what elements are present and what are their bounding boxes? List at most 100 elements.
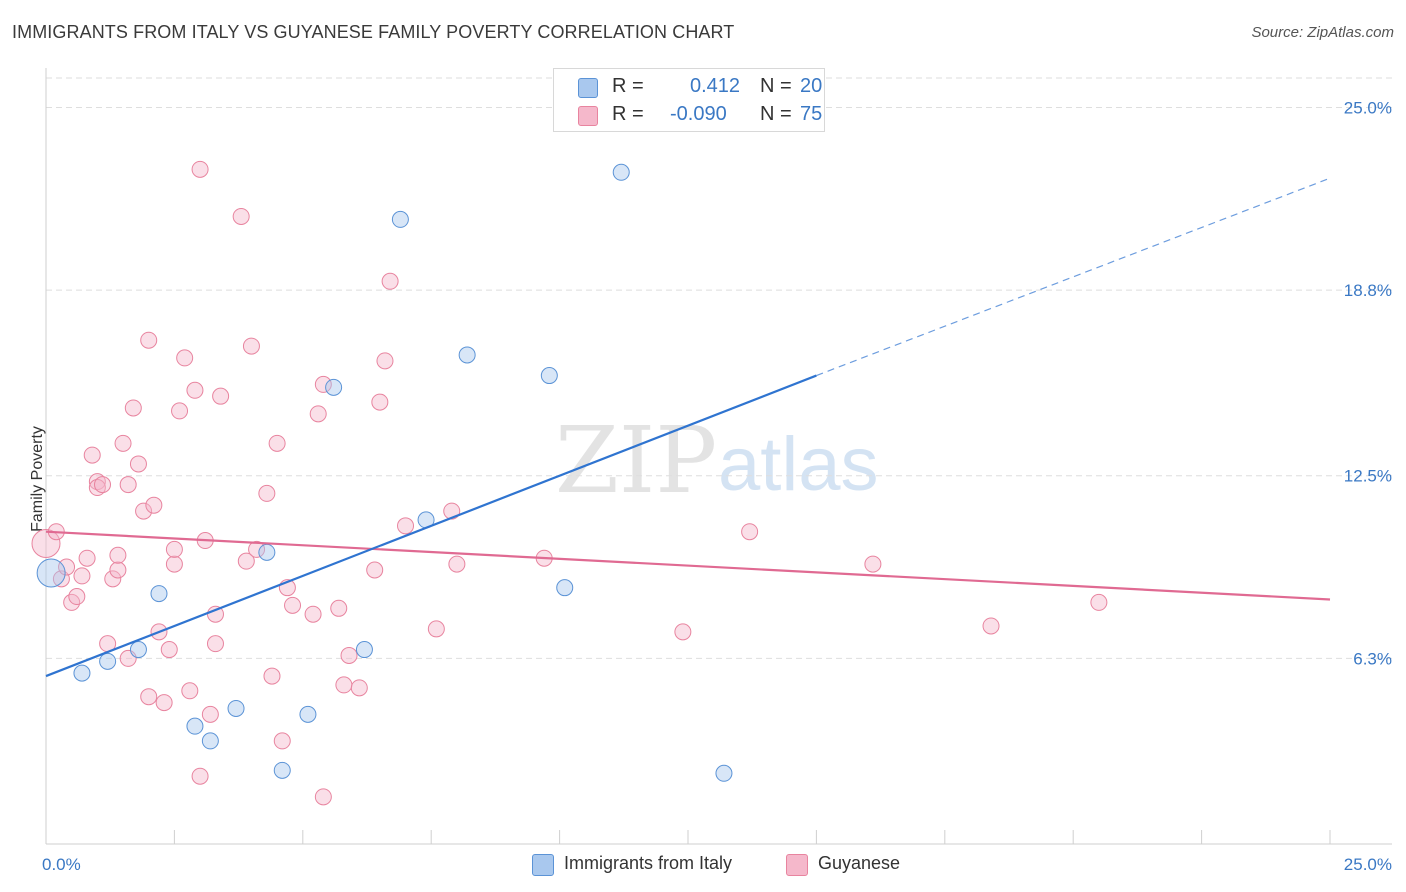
guyanese-point	[165, 555, 183, 573]
guyanese-point	[88, 473, 106, 491]
guyanese-point	[31, 528, 61, 558]
italy-point	[150, 585, 168, 603]
source-label: Source: ZipAtlas.com	[1251, 24, 1394, 41]
guyanese-point	[206, 635, 224, 653]
guyanese-point	[268, 434, 286, 452]
guyanese-point	[982, 617, 1000, 635]
legend-n-label: N =	[760, 103, 792, 125]
italy-point	[129, 641, 147, 659]
guyanese-point	[376, 352, 394, 370]
guyanese-point	[263, 667, 281, 685]
series-swatch-guyanese	[786, 854, 808, 876]
legend-swatch-guyanese	[578, 106, 598, 126]
guyanese-point	[155, 694, 173, 712]
guyanese-points	[31, 160, 1108, 806]
guyanese-point	[258, 484, 276, 502]
series-legend: Immigrants from Italy Guyanese	[0, 852, 1406, 878]
guyanese-point	[741, 523, 759, 541]
guyanese-point	[340, 646, 358, 664]
guyanese-point	[140, 331, 158, 349]
series-label-italy: Immigrants from Italy	[564, 853, 733, 873]
guyanese-point	[109, 546, 127, 564]
guyanese-point	[104, 570, 122, 588]
y-tick-label: 25.0%	[1344, 98, 1392, 117]
guyanese-point	[381, 272, 399, 290]
guyanese-point	[140, 688, 158, 706]
legend-r-label: R =	[612, 103, 644, 125]
correlation-legend: R = 0.412 N = 20 R = -0.090 N = 75	[553, 68, 825, 132]
trend-lines	[45, 177, 1331, 678]
guyanese-point	[448, 555, 466, 573]
tick-labels: 6.3% 12.5% 18.8% 25.0% 0.0% 25.0%	[42, 98, 1392, 874]
guyanese-point	[124, 399, 142, 417]
italy-point	[458, 346, 476, 364]
guyanese-point	[350, 679, 368, 697]
x-tick-label: 25.0%	[1344, 855, 1392, 874]
guyanese-point	[335, 676, 353, 694]
guyanese-point	[242, 337, 260, 355]
guyanese-point	[371, 393, 389, 411]
guyanese-point	[284, 596, 302, 614]
guyanese-point	[83, 446, 101, 464]
x-tick-label: 0.0%	[42, 855, 81, 874]
italy-point	[186, 717, 204, 735]
guyanese-point	[674, 623, 692, 641]
guyanese-point	[165, 540, 183, 558]
italy-point	[391, 210, 409, 228]
guyanese-point	[129, 455, 147, 473]
guyanese-point	[330, 599, 348, 617]
italy-point	[540, 367, 558, 385]
y-tick-label: 12.5%	[1344, 467, 1392, 486]
guyanese-point	[1090, 593, 1108, 611]
guyanese-point	[176, 349, 194, 367]
y-tick-label: 6.3%	[1353, 649, 1392, 668]
guyanese-point	[304, 605, 322, 623]
guyanese-point	[78, 549, 96, 567]
legend-n-value: 20	[800, 75, 823, 97]
guyanese-point	[114, 434, 132, 452]
guyanese-point	[191, 767, 209, 785]
guyanese-point	[314, 788, 332, 806]
legend-n-label: N =	[760, 75, 792, 97]
italy-point	[715, 764, 733, 782]
guyanese-point	[73, 567, 91, 585]
legend-r-label: R =	[612, 75, 644, 97]
guyanese-point	[109, 561, 127, 579]
guyanese-point	[273, 732, 291, 750]
guyanese-point	[88, 479, 106, 497]
italy-trend-extension	[816, 177, 1331, 377]
italy-point	[325, 378, 343, 396]
guyanese-point	[191, 160, 209, 178]
guyanese-point	[186, 381, 204, 399]
italy-point	[73, 664, 91, 682]
italy-point	[36, 558, 66, 588]
legend-n-value: 75	[800, 103, 823, 125]
italy-point	[273, 761, 291, 779]
guyanese-point	[201, 705, 219, 723]
guyanese-point	[181, 682, 199, 700]
guyanese-point	[171, 402, 189, 420]
italy-point	[556, 579, 574, 597]
guyanese-point	[58, 558, 76, 576]
grid	[46, 77, 1392, 659]
guyanese-trend-line	[45, 530, 1331, 601]
italy-point	[355, 641, 373, 659]
guyanese-point	[248, 540, 266, 558]
series-label-guyanese: Guyanese	[818, 853, 901, 873]
italy-point	[258, 543, 276, 561]
italy-point	[99, 652, 117, 670]
guyanese-point	[212, 387, 230, 405]
guyanese-point	[145, 496, 163, 514]
italy-trend-line	[45, 374, 817, 678]
guyanese-point	[237, 552, 255, 570]
guyanese-point	[427, 620, 445, 638]
guyanese-point	[864, 555, 882, 573]
watermark: ZIP atlas	[555, 407, 879, 514]
guyanese-point	[68, 588, 86, 606]
italy-point	[299, 705, 317, 723]
legend-r-value: 0.412	[690, 75, 741, 97]
italy-point	[612, 163, 630, 181]
legend-r-value: -0.090	[670, 103, 727, 125]
watermark-atlas: atlas	[718, 422, 879, 507]
